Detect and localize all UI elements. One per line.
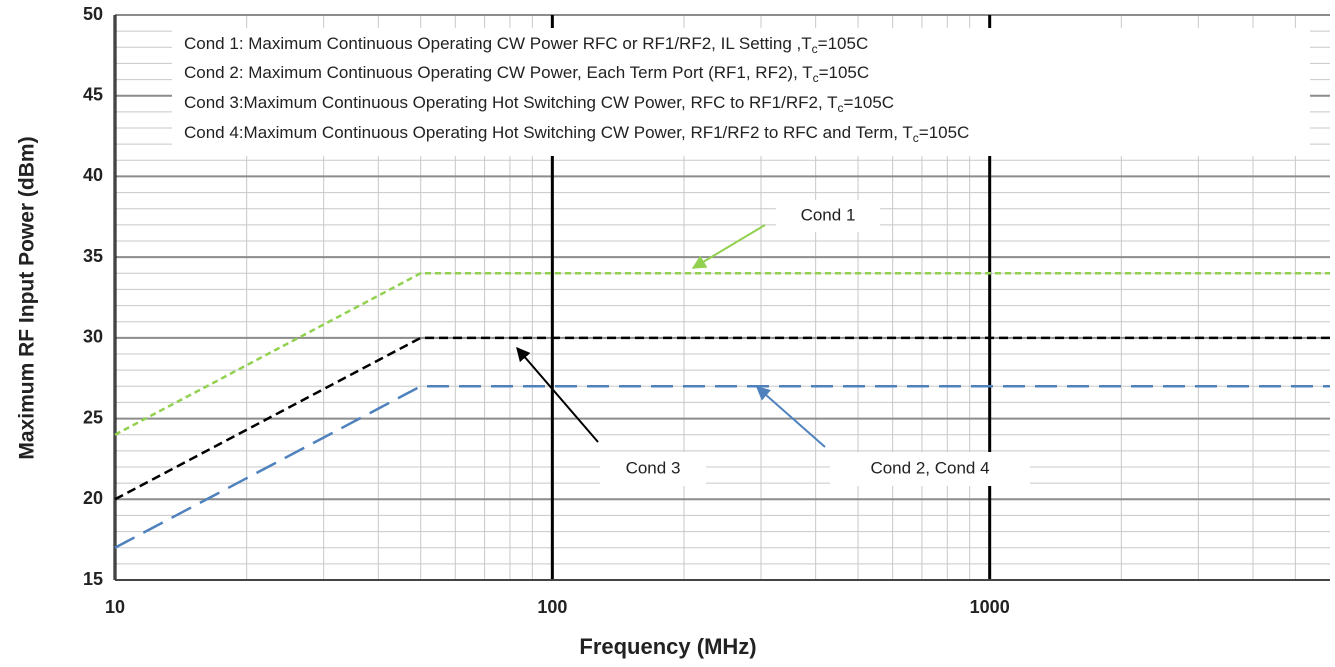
x-tick-label: 1000	[970, 597, 1010, 617]
y-tick-label: 45	[83, 84, 103, 104]
annotation-arrow	[516, 346, 599, 443]
annotation-arrow	[755, 386, 826, 448]
note-main: Cond 2: Maximum Continuous Operating CW …	[184, 63, 813, 82]
annotation-arrow	[691, 224, 766, 269]
y-tick-label: 25	[83, 407, 103, 427]
note-after: =105C	[819, 63, 870, 82]
note-sub: c	[837, 101, 843, 115]
x-tick-label: 10	[105, 597, 125, 617]
note-text: Cond 4:Maximum Continuous Operating Hot …	[184, 123, 969, 145]
notes-box	[172, 28, 1310, 156]
series-line	[114, 272, 1330, 436]
series-line	[114, 385, 1330, 549]
y-tick-label: 20	[83, 488, 103, 508]
note-after: =105C	[818, 34, 869, 53]
series-line	[114, 336, 1330, 501]
note-after: =105C	[843, 93, 894, 112]
note-sub: c	[813, 71, 819, 85]
x-axis-label: Frequency (MHz)	[579, 634, 756, 659]
note-text: Cond 1: Maximum Continuous Operating CW …	[184, 34, 868, 56]
note-sub: c	[812, 42, 818, 56]
annotation-label: Cond 2, Cond 4	[870, 458, 989, 477]
y-tick-label: 15	[83, 569, 103, 589]
annotation-box	[600, 452, 706, 486]
annotation-box	[830, 452, 1030, 486]
note-text: Cond 2: Maximum Continuous Operating CW …	[184, 63, 869, 85]
y-axis-label: Maximum RF Input Power (dBm)	[16, 136, 39, 459]
x-tick-label: 100	[537, 597, 567, 617]
note-main: Cond 1: Maximum Continuous Operating CW …	[184, 34, 812, 53]
note-after: =105C	[919, 123, 970, 142]
y-tick-label: 40	[83, 165, 103, 185]
y-tick-label: 30	[83, 327, 103, 347]
y-tick-label: 50	[83, 4, 103, 24]
note-text: Cond 3:Maximum Continuous Operating Hot …	[184, 93, 894, 115]
note-sub: c	[913, 131, 919, 145]
annotation-label: Cond 3	[626, 458, 681, 477]
annotation-box	[776, 200, 880, 232]
annotation-label: Cond 1	[801, 205, 856, 224]
note-main: Cond 4:Maximum Continuous Operating Hot …	[184, 123, 913, 142]
note-main: Cond 3:Maximum Continuous Operating Hot …	[184, 93, 837, 112]
y-tick-label: 35	[83, 246, 103, 266]
